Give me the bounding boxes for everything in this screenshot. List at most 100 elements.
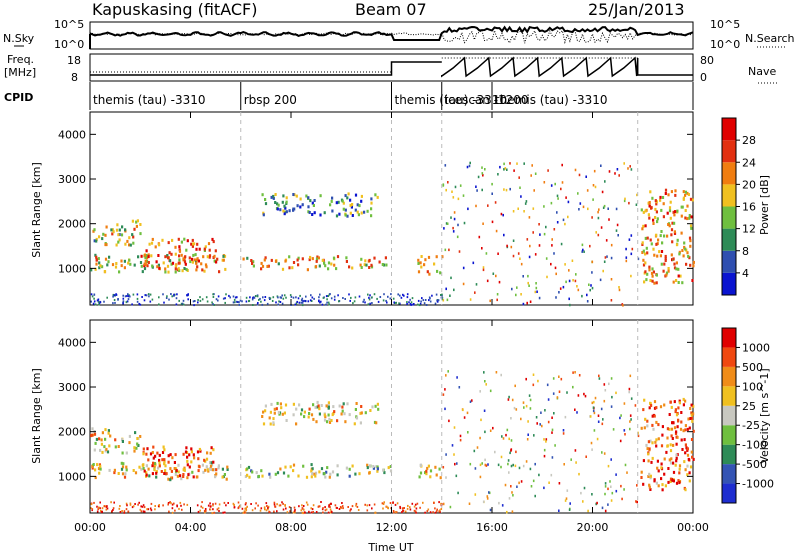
data-cell — [346, 214, 349, 218]
data-cell — [124, 472, 127, 476]
data-cell — [147, 467, 150, 471]
data-cell — [517, 252, 520, 255]
data-cell — [538, 473, 540, 477]
data-cell — [643, 398, 646, 402]
data-cell — [508, 471, 510, 474]
data-cell — [205, 296, 208, 299]
data-cell — [319, 194, 322, 198]
data-cell — [571, 259, 574, 262]
data-cell — [381, 502, 384, 505]
data-cell — [551, 416, 553, 419]
data-cell — [500, 212, 503, 216]
data-cell — [347, 192, 350, 196]
data-cell — [284, 259, 287, 263]
data-cell — [225, 504, 227, 507]
data-cell — [123, 259, 126, 263]
data-cell — [501, 435, 503, 438]
data-cell — [174, 270, 177, 274]
data-cell — [615, 229, 618, 232]
data-cell — [471, 399, 473, 402]
data-cell — [315, 257, 319, 261]
data-cell — [151, 298, 154, 301]
data-cell — [333, 298, 336, 301]
data-cell — [425, 469, 428, 473]
data-cell — [150, 502, 153, 505]
data-cell — [97, 508, 99, 511]
data-cell — [112, 293, 115, 296]
data-cell — [143, 469, 146, 473]
data-cell — [301, 301, 304, 304]
data-cell — [666, 436, 669, 440]
data-cell — [170, 262, 173, 266]
data-cell — [545, 438, 548, 441]
data-cell — [251, 509, 254, 512]
data-cell — [671, 421, 674, 425]
data-cell — [392, 297, 395, 300]
data-cell — [687, 193, 690, 196]
data-cell — [290, 295, 293, 298]
data-cell — [494, 201, 497, 204]
data-cell — [683, 438, 686, 442]
data-cell — [511, 398, 514, 402]
data-cell — [615, 391, 617, 395]
data-cell — [547, 169, 549, 172]
data-cell — [448, 419, 450, 423]
data-cell — [120, 259, 123, 263]
data-cell — [561, 181, 564, 184]
data-cell — [600, 164, 602, 167]
data-cell — [457, 223, 459, 227]
data-cell — [664, 257, 667, 261]
data-cell — [167, 454, 170, 458]
data-cell — [118, 228, 121, 232]
data-cell — [648, 204, 651, 208]
data-cell — [395, 301, 397, 304]
x-tick-label: 00:00 — [677, 521, 709, 534]
data-cell — [673, 213, 676, 217]
data-cell — [237, 501, 240, 504]
data-cell — [515, 408, 518, 411]
data-cell — [387, 295, 389, 298]
data-cell — [90, 503, 93, 506]
data-cell — [95, 437, 98, 441]
data-cell — [255, 471, 258, 475]
x-tick-label: 16:00 — [476, 521, 508, 534]
data-cell — [419, 464, 422, 467]
data-cell — [597, 210, 599, 214]
data-cell — [497, 173, 499, 176]
data-cell — [221, 467, 224, 471]
data-cell — [337, 294, 339, 297]
data-cell — [669, 449, 673, 453]
data-cell — [366, 509, 369, 512]
data-cell — [561, 163, 563, 167]
data-cell — [689, 417, 692, 420]
data-cell — [554, 182, 556, 186]
data-cell — [623, 162, 625, 165]
data-cell — [509, 162, 511, 165]
data-cell — [642, 210, 645, 214]
data-cell — [446, 298, 449, 302]
data-cell — [327, 511, 330, 514]
data-cell — [169, 501, 171, 504]
data-cell — [562, 429, 565, 432]
data-cell — [363, 210, 366, 214]
data-cell — [379, 296, 382, 298]
data-cell — [447, 370, 449, 373]
data-cell — [668, 206, 672, 210]
data-cell — [660, 462, 663, 466]
data-cell — [283, 204, 286, 208]
data-cell — [129, 243, 132, 247]
data-cell — [331, 413, 334, 417]
data-cell — [212, 503, 214, 506]
data-cell — [243, 510, 246, 513]
data-cell — [543, 181, 546, 184]
data-cell — [441, 293, 443, 296]
data-cell — [262, 211, 265, 215]
data-cell — [442, 502, 445, 506]
data-cell — [233, 506, 236, 509]
data-cell — [158, 458, 161, 462]
data-cell — [668, 458, 671, 462]
data-cell — [687, 457, 690, 461]
data-cell — [669, 443, 672, 447]
data-cell — [690, 413, 693, 417]
data-cell — [610, 243, 613, 247]
